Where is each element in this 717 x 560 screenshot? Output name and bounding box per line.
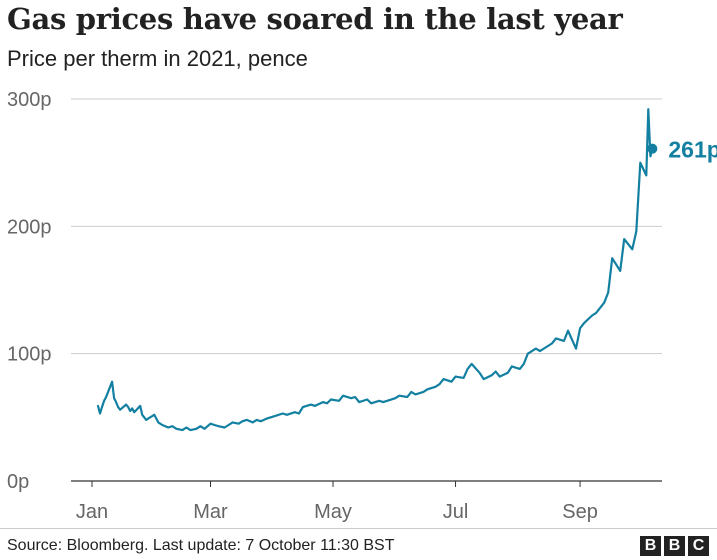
footer-divider bbox=[0, 528, 717, 529]
x-tick-label: Sep bbox=[562, 501, 598, 523]
bbc-logo: B B C bbox=[640, 536, 709, 556]
end-point-marker bbox=[647, 143, 658, 154]
line-chart: 0p 100p 200p 300p Jan Mar May Jul Sep 261p bbox=[7, 89, 717, 523]
chart-title: Gas prices have soared in the last year bbox=[7, 2, 623, 36]
bbc-logo-block: B bbox=[640, 536, 661, 556]
y-tick-label: 200p bbox=[7, 216, 52, 238]
x-tick-label: Jul bbox=[443, 501, 469, 523]
x-tick-label: Jan bbox=[76, 501, 108, 523]
bbc-logo-block: C bbox=[688, 536, 709, 556]
y-tick-label: 300p bbox=[7, 89, 52, 111]
x-tick-label: Mar bbox=[193, 501, 228, 523]
y-tick-label: 0p bbox=[7, 471, 29, 493]
price-line bbox=[96, 108, 654, 432]
end-value-label: 261p bbox=[668, 137, 717, 163]
x-tick-label: May bbox=[314, 501, 352, 523]
bbc-logo-block: B bbox=[664, 536, 685, 556]
y-tick-label: 100p bbox=[7, 344, 52, 366]
source-note: Source: Bloomberg. Last update: 7 Octobe… bbox=[7, 537, 395, 554]
chart-subtitle: Price per therm in 2021, pence bbox=[7, 46, 308, 71]
